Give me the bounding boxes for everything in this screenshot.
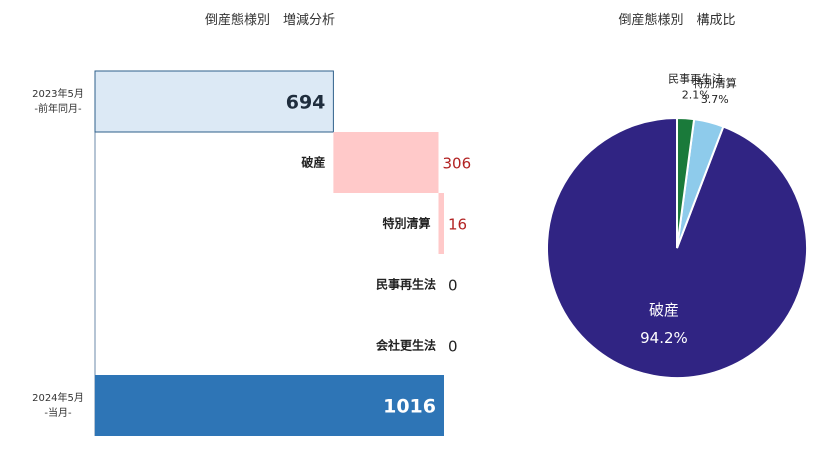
delta-value-4: 0	[448, 338, 458, 356]
bar-end-value: 1016	[383, 396, 436, 418]
start-period-sublabel: -前年同月-	[34, 102, 82, 115]
bar-1	[333, 132, 439, 193]
bar-end	[95, 375, 444, 436]
pie-label-value-1: 94.2%	[640, 329, 688, 347]
delta-value-2: 16	[448, 216, 467, 234]
waterfall-bars: 694 破産 306 特別清算 16 民事再生法 0 会社更生法 0 1016	[94, 70, 472, 436]
pie-title: 倒産態様別 構成比	[618, 12, 735, 28]
pie-slice-3	[676, 116, 696, 249]
waterfall-title: 倒産態様別 増減分析	[205, 12, 335, 28]
pie-label-name-1: 破産	[649, 301, 679, 319]
bar-start-value: 694	[286, 92, 326, 114]
end-period-label: 2024年5月	[32, 391, 84, 404]
delta-value-1: 306	[443, 155, 472, 173]
category-label-1: 破産	[301, 155, 325, 170]
category-label-2: 特別清算	[382, 216, 430, 231]
bar-2	[438, 193, 444, 254]
pie-chart: 破産 94.2% 特別清算 3.7% 民事再生法 2.1%	[546, 71, 808, 379]
end-period-sublabel: -当月-	[44, 406, 72, 419]
pie-label-value-2: 3.7%	[701, 93, 729, 106]
category-label-4: 会社更生法	[376, 338, 436, 353]
delta-value-3: 0	[448, 277, 458, 295]
pie-label-name-2: 特別清算	[693, 76, 737, 90]
category-label-3: 民事再生法	[376, 277, 436, 292]
start-period-label: 2023年5月	[32, 87, 84, 100]
pie-label-name-3: 民事再生法	[668, 71, 723, 85]
bar-start	[94, 70, 334, 133]
pie-label-value-3: 2.1%	[682, 88, 710, 101]
